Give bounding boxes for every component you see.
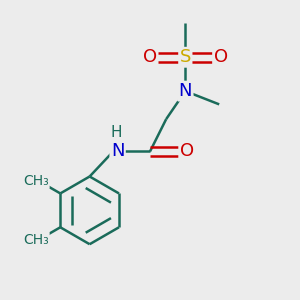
Text: CH₃: CH₃	[23, 233, 49, 247]
Text: N: N	[178, 82, 192, 100]
Text: O: O	[214, 48, 228, 66]
Text: H: H	[110, 125, 122, 140]
Text: CH₃: CH₃	[23, 174, 49, 188]
Text: O: O	[180, 142, 194, 160]
Text: S: S	[180, 48, 191, 66]
Text: O: O	[143, 48, 157, 66]
Text: N: N	[111, 142, 124, 160]
